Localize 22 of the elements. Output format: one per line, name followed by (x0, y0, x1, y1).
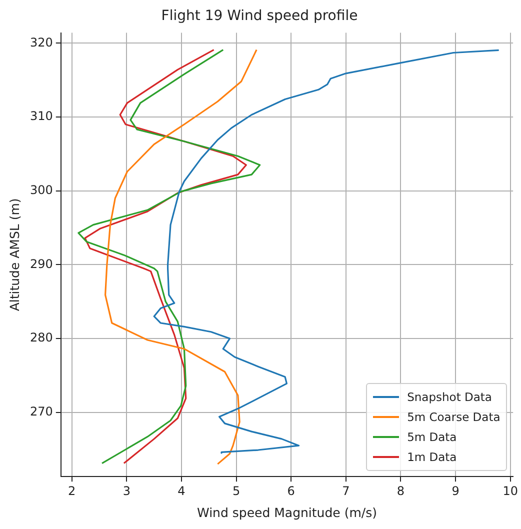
x-tick-label: 7 (342, 484, 350, 498)
chart-title: Flight 19 Wind speed profile (161, 8, 358, 24)
y-tick-label: 320 (30, 35, 53, 50)
x-tick-label: 9 (452, 484, 460, 498)
legend-label: 5m Coarse Data (407, 410, 500, 424)
x-tick-label: 3 (122, 484, 130, 498)
legend-label: 5m Data (407, 430, 457, 444)
x-tick-label: 5 (232, 484, 240, 498)
y-axis-title: Altitude AMSL (m) (6, 198, 22, 312)
x-tick-label: 4 (178, 484, 186, 498)
x-tick-label: 6 (287, 484, 295, 498)
y-tick-label: 310 (30, 109, 53, 124)
y-tick-label: 280 (30, 330, 53, 345)
y-tick-label: 300 (30, 182, 53, 197)
x-tick-label: 8 (396, 484, 405, 498)
legend-label: 1m Data (407, 450, 457, 464)
x-tick-label: 2 (68, 484, 76, 498)
x-tick-label: 10 (502, 484, 518, 498)
y-tick-label: 270 (30, 404, 53, 418)
legend-label: Snapshot Data (407, 390, 492, 404)
y-tick-label: 290 (30, 256, 53, 271)
x-axis-title: Wind speed Magnitude (m/s) (196, 504, 377, 520)
